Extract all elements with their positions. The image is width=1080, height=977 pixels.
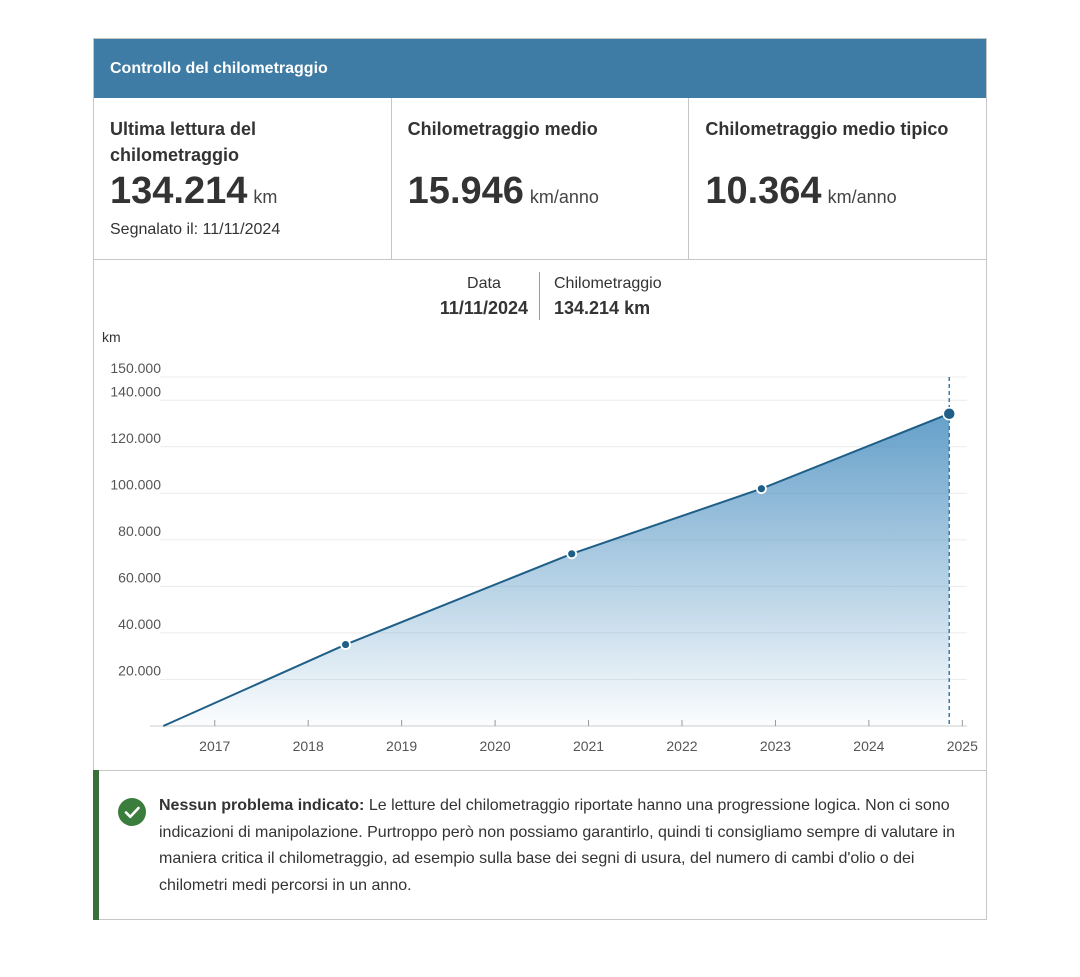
tooltip-date-value: 11/11/2024 bbox=[439, 298, 528, 318]
stat-label: Ultima lettura del chilometraggio bbox=[110, 119, 257, 165]
tooltip-mileage: Chilometraggio 134.214 km bbox=[554, 272, 662, 320]
notice-box: Nessun problema indicato: Le letture del… bbox=[93, 770, 986, 920]
card-title: Controllo del chilometraggio bbox=[110, 60, 328, 77]
stat-label: Chilometraggio medio bbox=[407, 119, 598, 139]
notice-body: Le letture del chilometraggio riportate … bbox=[159, 797, 955, 894]
y-tick-label: 40.000 bbox=[118, 616, 161, 632]
y-tick-label: 60.000 bbox=[118, 569, 161, 585]
y-axis-ticks: 150.000 140.000 120.000 100.000 80.000 60.000… bbox=[110, 360, 161, 678]
notice-lead: Nessun problema indicato: bbox=[159, 797, 365, 814]
x-tick-label: 2022 bbox=[666, 738, 697, 754]
y-tick-label: 150.000 bbox=[110, 360, 161, 376]
data-point[interactable] bbox=[566, 548, 578, 560]
x-tick-label: 2019 bbox=[386, 738, 417, 754]
y-axis-label: km bbox=[102, 329, 121, 345]
stat-value: 10.364 bbox=[705, 170, 822, 212]
x-tick-label: 2017 bbox=[199, 738, 230, 754]
tooltip-mileage-label: Chilometraggio bbox=[554, 275, 662, 292]
mileage-chart[interactable]: km 150.000 140.000 120.000 100.000 80.000 60.… bbox=[94, 39, 986, 769]
stat-value-row: 15.946 km/anno bbox=[408, 170, 599, 213]
stat-reported-date: Segnalato il: 11/11/2024 bbox=[110, 221, 281, 238]
y-tick-label: 80.000 bbox=[118, 523, 161, 539]
mileage-check-card: Controllo del chilometraggio Ultima lett… bbox=[93, 38, 987, 920]
card-header: Controllo del chilometraggio bbox=[94, 39, 986, 98]
x-tick-label: 2018 bbox=[293, 738, 324, 754]
data-points bbox=[340, 406, 956, 650]
tooltip-date-label: Data bbox=[467, 275, 501, 292]
stat-value-row: 10.364 km/anno bbox=[705, 170, 896, 213]
y-tick-label: 120.000 bbox=[110, 430, 161, 446]
x-tick-label: 2024 bbox=[853, 738, 884, 754]
stat-last-reading: Ultima lettura del chilometraggio 134.21… bbox=[94, 98, 391, 259]
chart-tooltip: Data 11/11/2024 Chilometraggio 134.214 k… bbox=[94, 272, 986, 327]
notice-text: Nessun problema indicato: Le letture del… bbox=[159, 793, 969, 899]
stat-typical-average-mileage: Chilometraggio medio tipico 10.364 km/ann… bbox=[688, 98, 986, 259]
notice-accent-bar bbox=[93, 770, 99, 920]
y-tick-label: 20.000 bbox=[118, 662, 161, 678]
tooltip-date: Data 11/11/2024 bbox=[440, 272, 528, 320]
data-point-selected[interactable] bbox=[942, 406, 956, 421]
stat-unit: km bbox=[253, 187, 278, 207]
stat-unit: km/anno bbox=[827, 187, 897, 207]
check-circle-icon bbox=[118, 798, 146, 826]
stats-row: Ultima lettura del chilometraggio 134.21… bbox=[94, 98, 986, 260]
x-tick-label: 2025 bbox=[947, 738, 978, 754]
y-tick-label: 100.000 bbox=[110, 476, 161, 492]
stat-value: 15.946 bbox=[407, 170, 524, 212]
tooltip-divider bbox=[539, 272, 540, 320]
x-tick-label: 2021 bbox=[573, 738, 604, 754]
stat-label: Chilometraggio medio tipico bbox=[705, 119, 949, 139]
tooltip-mileage-value: 134.214 km bbox=[554, 298, 651, 318]
stat-value: 134.214 bbox=[110, 170, 248, 212]
stat-unit: km/anno bbox=[529, 187, 599, 207]
stat-value-row: 134.214 km bbox=[110, 170, 277, 213]
data-point[interactable] bbox=[756, 483, 767, 495]
x-tick-label: 2020 bbox=[480, 738, 511, 754]
data-point[interactable] bbox=[340, 639, 351, 650]
x-tick-label: 2023 bbox=[760, 738, 791, 754]
y-tick-label: 140.000 bbox=[110, 383, 161, 399]
stat-average-mileage: Chilometraggio medio 15.946 km/anno bbox=[390, 98, 689, 259]
